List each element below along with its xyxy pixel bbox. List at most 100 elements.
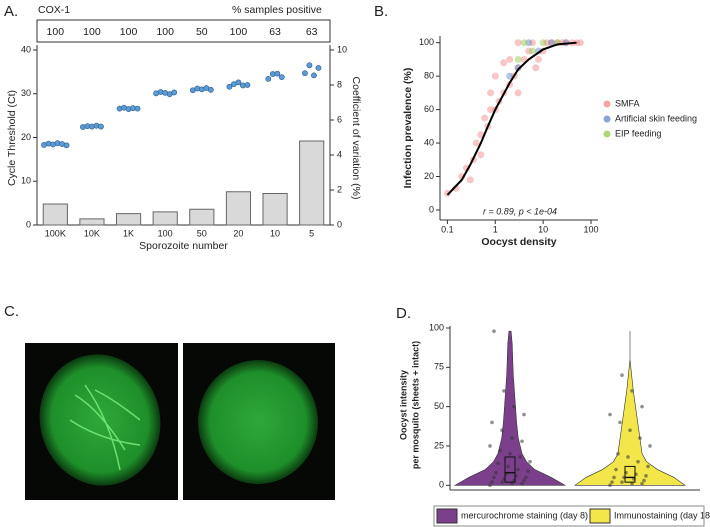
y-tick-label: 60 xyxy=(424,104,434,114)
legend-marker xyxy=(603,115,611,123)
y-tick-label: 25 xyxy=(434,440,444,450)
box xyxy=(624,465,636,483)
dot xyxy=(278,74,285,81)
point xyxy=(443,189,451,197)
point xyxy=(628,428,632,433)
point xyxy=(630,389,634,393)
point xyxy=(614,467,618,472)
y-tick-label: 10 xyxy=(21,176,31,186)
x-tick-label: 1K xyxy=(123,228,134,238)
point xyxy=(522,478,526,483)
point xyxy=(543,39,551,47)
y-tick-label: 50 xyxy=(434,401,444,411)
violin xyxy=(453,330,567,486)
point xyxy=(626,455,630,459)
y-axis-title: Infection prevalence (%) xyxy=(402,68,414,189)
x-axis-title: Sporozoite number xyxy=(139,240,228,252)
y-axis-title: Oocyst intensity xyxy=(398,370,408,440)
point xyxy=(502,389,506,393)
y2-tick-label: 10 xyxy=(337,44,347,54)
dot xyxy=(171,89,178,96)
point xyxy=(638,436,642,440)
bar xyxy=(42,203,68,226)
point xyxy=(496,461,500,466)
dot xyxy=(265,75,272,82)
point xyxy=(506,72,514,80)
dot xyxy=(311,72,317,79)
y-tick-label: 75 xyxy=(434,362,444,372)
point xyxy=(608,483,612,488)
point xyxy=(525,39,533,47)
dot xyxy=(302,70,308,77)
point xyxy=(500,59,508,67)
y-axis-title: per mosquito (sheets + intact) xyxy=(410,341,420,469)
bar xyxy=(225,191,252,226)
x-tick-label: 10 xyxy=(538,224,548,234)
point xyxy=(491,72,499,80)
point xyxy=(490,480,494,484)
bar xyxy=(79,218,105,226)
point xyxy=(608,412,612,417)
point xyxy=(644,474,648,478)
y2-axis-title: Coefficient of variation (%) xyxy=(350,77,362,200)
bar xyxy=(299,140,325,226)
y-tick-label: 100 xyxy=(429,322,444,332)
point xyxy=(524,475,528,480)
dot xyxy=(315,65,322,71)
legend-label: Artificial skin feeding xyxy=(615,113,697,123)
point xyxy=(529,47,537,55)
point xyxy=(477,151,485,159)
point xyxy=(500,480,504,484)
y-tick-label: 0 xyxy=(439,480,444,490)
dot xyxy=(244,82,251,88)
y2-tick-label: 8 xyxy=(337,79,342,89)
fit-line xyxy=(446,41,577,196)
point xyxy=(548,39,556,47)
micrograph xyxy=(25,343,178,500)
point xyxy=(640,404,644,409)
table-title: COX-1 xyxy=(38,4,70,16)
x-tick-label: 100 xyxy=(583,224,598,234)
y-tick-label: 80 xyxy=(424,71,434,81)
dot xyxy=(134,105,141,112)
x-tick-label: 5 xyxy=(309,228,314,238)
point xyxy=(539,39,547,47)
dot xyxy=(235,79,242,86)
point xyxy=(481,114,489,122)
point xyxy=(616,452,620,456)
y2-tick-label: 2 xyxy=(337,184,342,194)
legend-marker xyxy=(603,130,611,138)
table-cell: 50 xyxy=(196,26,208,38)
panel-label: C. xyxy=(4,303,19,320)
panel-label: A. xyxy=(4,3,18,20)
point xyxy=(514,39,522,47)
point xyxy=(640,481,644,486)
x-tick-label: 1 xyxy=(493,224,498,234)
point xyxy=(612,475,616,480)
micrograph xyxy=(183,343,335,500)
point xyxy=(492,329,496,333)
point xyxy=(506,464,510,469)
bar xyxy=(189,208,215,226)
table-cell: 100 xyxy=(120,26,138,38)
point xyxy=(498,448,502,453)
point xyxy=(488,483,492,488)
legend-box xyxy=(433,505,705,527)
dot xyxy=(98,123,104,130)
table-box xyxy=(36,19,331,43)
y-tick-label: 40 xyxy=(424,137,434,147)
y2-tick-label: 4 xyxy=(337,149,342,159)
point xyxy=(529,39,537,47)
y-tick-label: 0 xyxy=(26,219,31,229)
y-tick-label: 30 xyxy=(21,88,31,98)
point xyxy=(492,475,496,480)
x-tick-label: 100 xyxy=(158,228,173,238)
x-tick-label: 50 xyxy=(197,228,207,238)
table-cell: 100 xyxy=(83,26,101,38)
point xyxy=(520,39,528,47)
point xyxy=(522,412,526,417)
table-cell: 63 xyxy=(306,26,318,38)
x-tick-label: 10 xyxy=(270,228,280,238)
bar xyxy=(262,193,288,226)
point xyxy=(516,467,520,472)
